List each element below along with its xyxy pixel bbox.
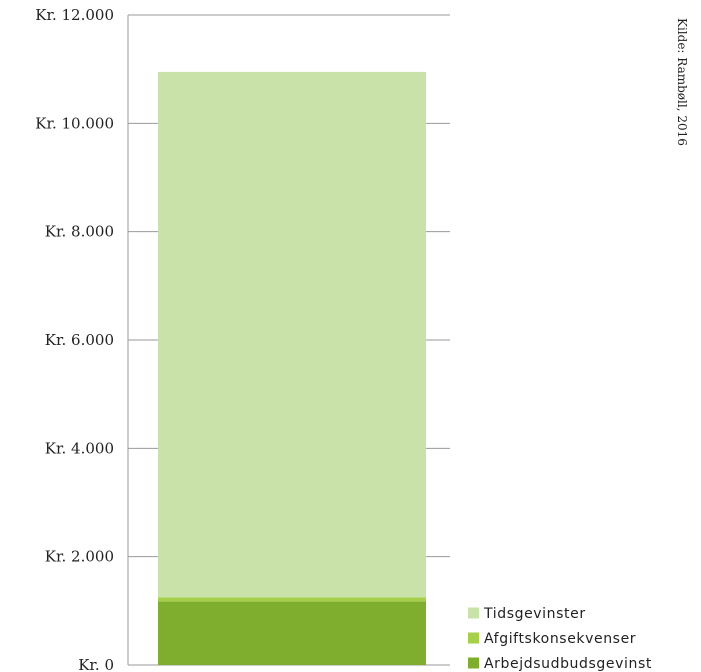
legend-swatch xyxy=(468,632,479,644)
legend-label: Arbejdsudbudsgevinst xyxy=(484,656,652,672)
legend-swatch xyxy=(468,607,479,619)
legend-label: Tidsgevinster xyxy=(483,606,586,622)
bar-segment-arbejdsudbudsgevinst xyxy=(158,601,426,665)
legend: Tidsgevinster Afgiftskonsekvenser Arbejdsu… xyxy=(468,606,652,672)
y-tick-label: Kr. 6.000 xyxy=(45,331,114,349)
y-tick-label: Kr. 8.000 xyxy=(45,223,114,241)
bar-segment-tidsgevinster xyxy=(158,71,426,598)
y-tick-label: Kr. 12.000 xyxy=(35,6,114,24)
source-note: Kilde: Rambøll, 2016 xyxy=(675,18,689,146)
y-tick-label: Kr. 0 xyxy=(78,656,114,672)
y-tick-label: Kr. 2.000 xyxy=(45,548,114,566)
legend-label: Afgiftskonsekvenser xyxy=(484,631,636,647)
y-tick-label: Kr. 4.000 xyxy=(45,439,114,457)
bar-segment-afgiftskonsekvenser xyxy=(158,597,426,602)
bar-stack xyxy=(158,71,426,665)
y-tick-label: Kr. 10.000 xyxy=(35,114,114,132)
legend-swatch xyxy=(468,657,479,669)
